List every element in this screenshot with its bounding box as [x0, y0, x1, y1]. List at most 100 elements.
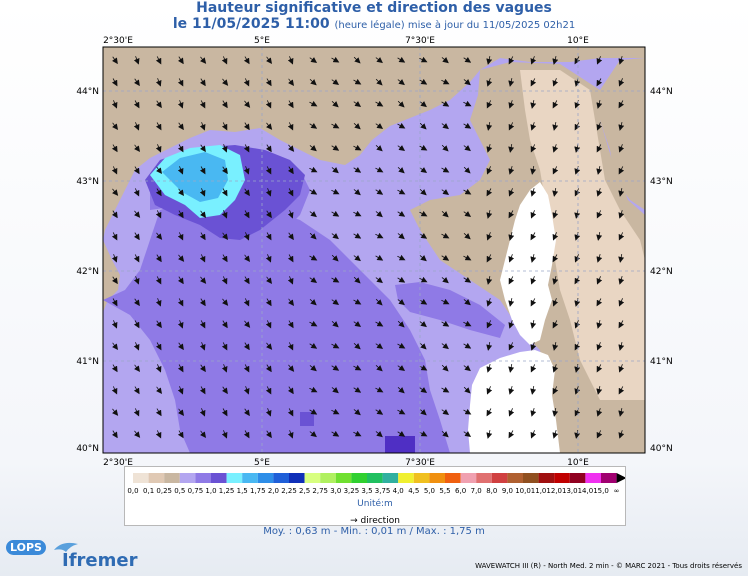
- direction-arrow: [574, 209, 581, 219]
- direction-arrow: [353, 144, 362, 151]
- direction-arrow: [441, 408, 450, 415]
- direction-arrow: [375, 166, 384, 173]
- direction-arrow: [133, 166, 140, 175]
- direction-arrow: [552, 320, 559, 329]
- direction-arrow: [463, 342, 472, 349]
- direction-arrow: [221, 144, 228, 153]
- direction-arrow: [419, 342, 427, 350]
- direction-arrow: [618, 320, 625, 329]
- direction-arrow: [353, 298, 362, 305]
- direction-arrow: [309, 408, 318, 415]
- direction-arrow: [419, 276, 428, 283]
- direction-arrow: [331, 210, 340, 217]
- lon-label-top: 7°30'E: [405, 36, 435, 46]
- direction-arrow: [618, 144, 625, 153]
- direction-arrow: [221, 166, 228, 175]
- direction-arrow: [419, 166, 428, 173]
- direction-arrow: [199, 364, 206, 373]
- direction-arrow: [199, 320, 206, 329]
- direction-arrow: [530, 232, 537, 241]
- direction-arrow: [265, 386, 272, 395]
- direction-arrow: [353, 123, 361, 130]
- direction-arrow: [618, 386, 625, 395]
- direction-arrow: [265, 298, 272, 307]
- direction-arrow: [243, 364, 250, 373]
- direction-arrow: [309, 299, 317, 306]
- direction-arrow: [331, 122, 340, 129]
- legend-label: 4,5: [408, 487, 420, 495]
- direction-arrow: [243, 188, 250, 197]
- legend-label: 7,0: [470, 487, 482, 495]
- direction-arrow: [265, 254, 272, 263]
- direction-arrow: [353, 276, 361, 284]
- direction-arrow: [177, 210, 184, 219]
- direction-arrow: [530, 276, 537, 285]
- direction-arrow: [133, 232, 140, 241]
- direction-arrow: [508, 276, 515, 285]
- direction-arrow: [288, 78, 295, 86]
- direction-arrow: [221, 320, 228, 329]
- legend-labels: 0,0 0,1 0,25 0,5 0,75 1,0 1,25 1,5 1,75 2,0 2,25 2,…: [125, 487, 625, 497]
- legend-label: 2,75: [312, 487, 328, 495]
- direction-arrow: [375, 365, 383, 372]
- direction-arrow: [486, 210, 493, 219]
- direction-arrow: [134, 144, 141, 152]
- direction-arrow: [596, 254, 603, 263]
- direction-arrow: [111, 56, 118, 65]
- legend-swatch: [211, 473, 227, 483]
- direction-arrow: [156, 166, 163, 174]
- direction-arrow: [441, 431, 449, 438]
- legend-swatch: [398, 473, 414, 483]
- direction-arrow: [618, 210, 625, 219]
- direction-arrow: [199, 254, 206, 263]
- direction-arrow: [331, 56, 340, 63]
- direction-arrow: [596, 122, 603, 131]
- direction-arrow: [134, 210, 141, 218]
- direction-arrow: [353, 78, 362, 85]
- direction-arrow: [618, 342, 625, 351]
- direction-arrow: [441, 100, 450, 107]
- direction-arrow: [288, 364, 295, 372]
- direction-arrow: [200, 210, 207, 218]
- direction-arrow: [331, 78, 340, 85]
- direction-arrow: [155, 364, 162, 373]
- direction-arrow: [530, 430, 537, 439]
- direction-arrow: [155, 254, 162, 263]
- legend-swatch: [491, 473, 508, 483]
- direction-arrow: [441, 188, 450, 195]
- direction-arrow: [618, 232, 625, 241]
- direction-arrow: [486, 56, 493, 65]
- legend-label: 0,25: [156, 487, 172, 495]
- legend-colorbar: [133, 473, 625, 483]
- legend-swatch: [226, 473, 243, 483]
- direction-arrow: [309, 342, 318, 349]
- lat-label-right: 41°N: [650, 357, 673, 367]
- legend-swatch: [554, 473, 570, 483]
- graticule: [103, 47, 645, 453]
- map-title: Hauteur significative et direction des v…: [196, 0, 552, 16]
- legend-label: 4,0: [392, 487, 404, 495]
- direction-arrow: [596, 408, 603, 417]
- direction-arrow: [375, 211, 383, 218]
- direction-arrow: [574, 188, 581, 197]
- direction-arrow: [353, 409, 361, 416]
- direction-arrow: [552, 386, 559, 395]
- direction-arrow: [375, 386, 384, 393]
- direction-arrow: [111, 298, 118, 307]
- legend-label: 11,0: [530, 487, 547, 495]
- direction-arrow: [463, 188, 472, 195]
- direction-arrow: [199, 298, 206, 307]
- legend-swatch: [445, 473, 461, 483]
- direction-arrow: [287, 188, 294, 197]
- direction-arrow: [155, 276, 162, 285]
- direction-arrow: [463, 145, 471, 152]
- direction-arrow: [112, 342, 119, 350]
- direction-arrow: [309, 254, 318, 261]
- direction-arrow: [200, 276, 207, 284]
- direction-arrow: [618, 253, 625, 263]
- direction-arrow: [441, 78, 450, 85]
- direction-arrow: [530, 165, 537, 175]
- direction-arrow: [508, 56, 515, 65]
- direction-arrow: [419, 255, 427, 262]
